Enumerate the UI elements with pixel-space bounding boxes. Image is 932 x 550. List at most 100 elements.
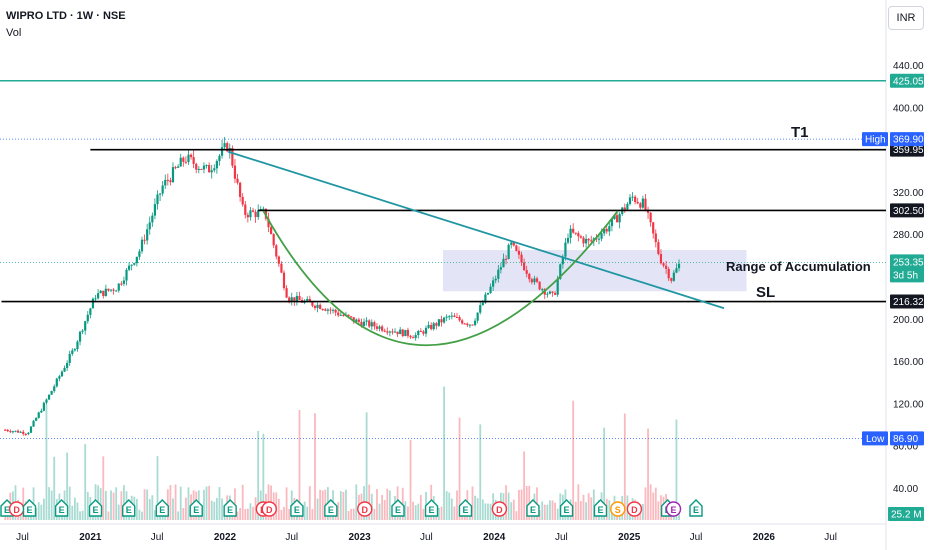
candle-body [195, 163, 198, 170]
volume-bar [314, 413, 316, 520]
event-marker-letter: E [193, 505, 199, 515]
volume-bar [53, 456, 56, 520]
candle-body [127, 265, 131, 270]
event-marker-letter: E [530, 505, 536, 515]
candle-body [213, 168, 216, 171]
candle-body [236, 178, 239, 183]
candle-body [559, 264, 562, 279]
currency-button[interactable]: INR [888, 6, 924, 30]
candle-body [437, 319, 441, 326]
candle-body [551, 291, 554, 293]
candle-body [378, 326, 381, 329]
candle-body [262, 208, 265, 210]
candle-body [86, 314, 89, 322]
candle-body [388, 331, 391, 333]
volume-bar [71, 505, 74, 520]
volume-bar [174, 484, 177, 520]
candle-body [350, 316, 353, 318]
volume-bar [515, 511, 518, 520]
volume-bar [283, 506, 285, 520]
volume-bar [342, 491, 345, 520]
candle-body [71, 350, 74, 354]
earnings-marker [458, 499, 473, 517]
earnings-marker [559, 499, 574, 517]
volume-bar [438, 507, 440, 520]
volume-bar [213, 501, 216, 520]
price-tag-425-bg [890, 73, 924, 88]
volume-bar [252, 506, 254, 520]
candle-body [99, 290, 102, 294]
volume-bar [512, 499, 515, 520]
candle-body [677, 263, 681, 269]
volume-bar [208, 485, 211, 520]
candle-body [200, 168, 203, 170]
candle-body [122, 280, 126, 284]
candle-body [11, 431, 15, 433]
candle-body [109, 289, 113, 291]
candle-body [58, 376, 61, 379]
volume-bar [407, 506, 409, 520]
volume-legend[interactable]: Vol [6, 27, 22, 39]
volume-bar [321, 490, 324, 520]
volume-bar [244, 508, 247, 520]
candle-body [564, 242, 567, 257]
candle-body [267, 218, 270, 228]
volume-bar [172, 498, 174, 520]
volume-bar [456, 490, 458, 520]
volume-bar [50, 490, 53, 520]
candle-body [117, 283, 120, 291]
candle-body [610, 218, 614, 227]
candle-body [442, 317, 446, 323]
volume-bar [182, 507, 185, 520]
candle-body [510, 242, 513, 245]
x-tick-label: 2025 [618, 532, 641, 543]
volume-value: 25.2 M [891, 510, 922, 521]
candle-body [249, 210, 252, 218]
candle-body [187, 154, 190, 162]
candle-body [636, 201, 639, 204]
volume-bar [505, 485, 507, 520]
rounding-bottom-arc [262, 210, 619, 347]
candle-body [298, 295, 301, 301]
candle-body [634, 196, 637, 202]
candle-body [427, 324, 430, 328]
volume-bar [556, 508, 559, 520]
candle-body [445, 316, 448, 318]
earnings-marker [122, 499, 136, 517]
y-tick-label: 440.00 [893, 61, 924, 72]
candle-body [566, 237, 570, 243]
volume-bar [184, 497, 187, 520]
volume-bar [652, 492, 655, 520]
symbol-title[interactable]: WIPRO LTD · 1W · NSE [6, 10, 126, 22]
volume-bar [546, 504, 549, 520]
candle-body [582, 237, 585, 244]
volume-bar [368, 484, 371, 520]
high-value-bg [890, 132, 924, 147]
candle-body [453, 315, 456, 317]
last-price-bg [890, 254, 924, 283]
volume-bar [156, 456, 159, 520]
volume-bar [678, 511, 680, 520]
candle-body [102, 290, 105, 297]
high-tag: High [865, 135, 886, 146]
candle-body [357, 319, 360, 322]
volume-bar [448, 492, 451, 520]
volume-bar [489, 503, 492, 520]
volume-bars [4, 386, 680, 520]
volume-bar [355, 484, 358, 520]
volume-bar [169, 485, 172, 520]
volume-bar [135, 498, 138, 520]
candle-body [486, 292, 490, 295]
candle-body [115, 290, 118, 292]
candle-body [644, 198, 647, 210]
volume-bar [608, 500, 611, 520]
price-tag-stop-loss: 216.32 [893, 297, 924, 308]
price-tag-resistance: 302.50 [893, 206, 924, 217]
low-value: 86.90 [893, 434, 918, 445]
volume-bar [143, 489, 146, 520]
volume-bar [549, 500, 551, 520]
candle-body [623, 207, 626, 210]
candle-body [435, 323, 438, 326]
volume-bar [458, 417, 461, 520]
